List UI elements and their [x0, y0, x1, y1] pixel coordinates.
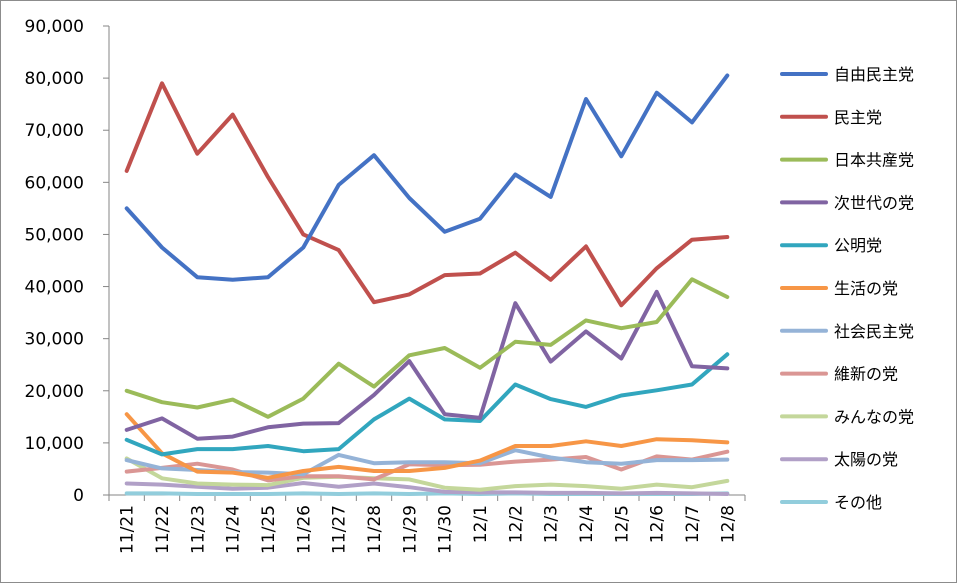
y-tick-label: 10,000: [25, 434, 84, 454]
y-tick-label: 20,000: [25, 382, 84, 402]
legend-label: 太陽の党: [834, 450, 898, 469]
y-tick-label: 0: [73, 486, 84, 506]
legend-label: 日本共産党: [834, 151, 914, 170]
legend-label: 社会民主党: [834, 322, 914, 341]
series-line-3: [124, 289, 730, 441]
legend-label: 公明党: [834, 236, 882, 255]
x-tick-label: 11/26: [294, 505, 314, 554]
legend-label: その他: [834, 493, 882, 512]
x-tick-label: 11/22: [153, 505, 173, 554]
x-tick-label: 12/6: [648, 505, 668, 543]
y-tick-label: 80,000: [25, 69, 84, 89]
y-tick-label: 70,000: [25, 121, 84, 141]
legend-label: 維新の党: [834, 365, 898, 384]
x-tick-label: 12/7: [683, 505, 703, 543]
y-tick-label: 60,000: [25, 173, 84, 193]
x-tick-label: 11/21: [118, 505, 138, 554]
series-line-2: [124, 277, 730, 419]
x-axis: 11/21 11/22 11/23 11/24 11/25 11/26 11/27 11/28…: [108, 494, 746, 554]
y-tick-label: 90,000: [25, 17, 84, 37]
series-line-9: [124, 481, 730, 496]
x-tick-label: 11/23: [188, 505, 208, 554]
x-tick-label: 12/5: [612, 505, 632, 543]
x-tick-label: 11/29: [400, 505, 420, 554]
series-line-0: [124, 73, 730, 282]
x-tick-label: 12/3: [542, 505, 562, 543]
series-line-1: [124, 81, 730, 308]
legend-label: 次世代の党: [834, 193, 914, 212]
y-tick-label: 30,000: [25, 330, 84, 350]
x-tick-label: 11/30: [436, 505, 456, 554]
series-line-5: [124, 412, 730, 480]
x-tick-label: 11/27: [330, 505, 350, 554]
legend-label: 民主党: [834, 108, 882, 127]
series-line-7: [124, 449, 730, 483]
legend: 自由民主党民主党日本共産党次世代の党公明党生活の党社会民主党維新の党みんなの党太…: [780, 65, 914, 512]
x-tick-label: 11/24: [224, 505, 244, 554]
legend-label: 生活の党: [834, 279, 898, 298]
series-line-8: [124, 456, 730, 492]
x-tick-label: 11/28: [365, 505, 385, 554]
legend-label: 自由民主党: [834, 65, 914, 84]
y-tick-label: 50,000: [25, 225, 84, 245]
y-axis: 0 10,000 20,000 30,000 40,000 50,000 60,000 70,…: [25, 17, 110, 506]
x-tick-label: 12/8: [718, 505, 738, 543]
y-tick-label: 40,000: [25, 278, 84, 298]
x-tick-label: 11/25: [259, 505, 279, 554]
legend-label: みんなの党: [834, 407, 914, 426]
x-tick-label: 12/2: [506, 505, 526, 543]
x-tick-label: 12/1: [471, 505, 491, 543]
x-tick-label: 12/4: [577, 505, 597, 543]
series-layer: [124, 73, 730, 496]
series-line-4: [124, 352, 730, 457]
